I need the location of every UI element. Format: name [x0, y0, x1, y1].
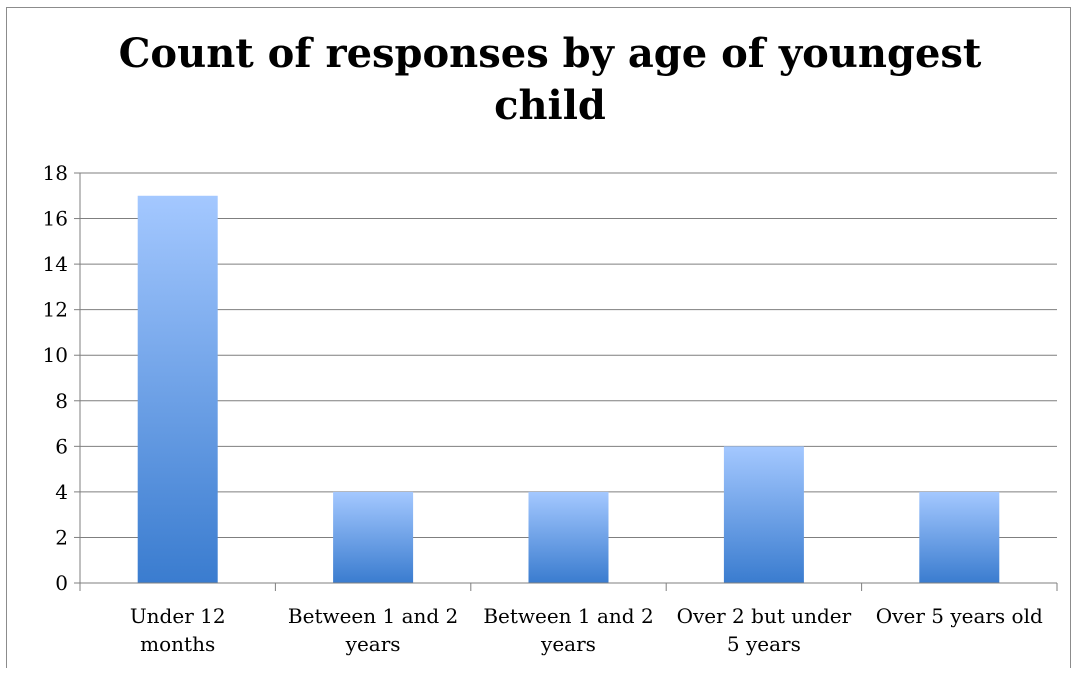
gridlines: [80, 172, 1057, 538]
bar: [333, 491, 414, 583]
chart-title: Count of responses by age of youngest ch…: [118, 30, 982, 129]
axis-labels: 0 2 4 6 8 10 12 14 16 18 Under 12 months Between 1 a…: [43, 161, 1043, 656]
x-category-label: Under 12 months: [130, 604, 226, 656]
axes: [74, 172, 1058, 591]
y-tick-label: 4: [55, 480, 68, 504]
y-tick-label: 14: [43, 252, 68, 276]
y-tick-label: 0: [55, 571, 68, 595]
y-tick-label: 12: [43, 298, 68, 322]
y-tick-label: 18: [43, 161, 68, 185]
y-tick-label: 10: [43, 343, 68, 367]
bar: [528, 491, 609, 583]
y-tick-label: 16: [43, 207, 68, 231]
bars: [137, 195, 1000, 583]
bar: [723, 446, 804, 583]
y-tick-label: 8: [55, 389, 68, 413]
x-category-label: Between 1 and 2 years: [483, 604, 653, 656]
bar: [137, 195, 218, 583]
y-tick-label: 2: [55, 525, 68, 549]
chart-frame: [6, 7, 1071, 668]
x-category-label: Between 1 and 2 years: [288, 604, 458, 656]
x-category-label: Over 2 but under 5 years: [677, 604, 852, 656]
bar: [919, 491, 1000, 583]
y-tick-label: 6: [55, 434, 68, 458]
x-category-label: Over 5 years old: [876, 604, 1043, 628]
